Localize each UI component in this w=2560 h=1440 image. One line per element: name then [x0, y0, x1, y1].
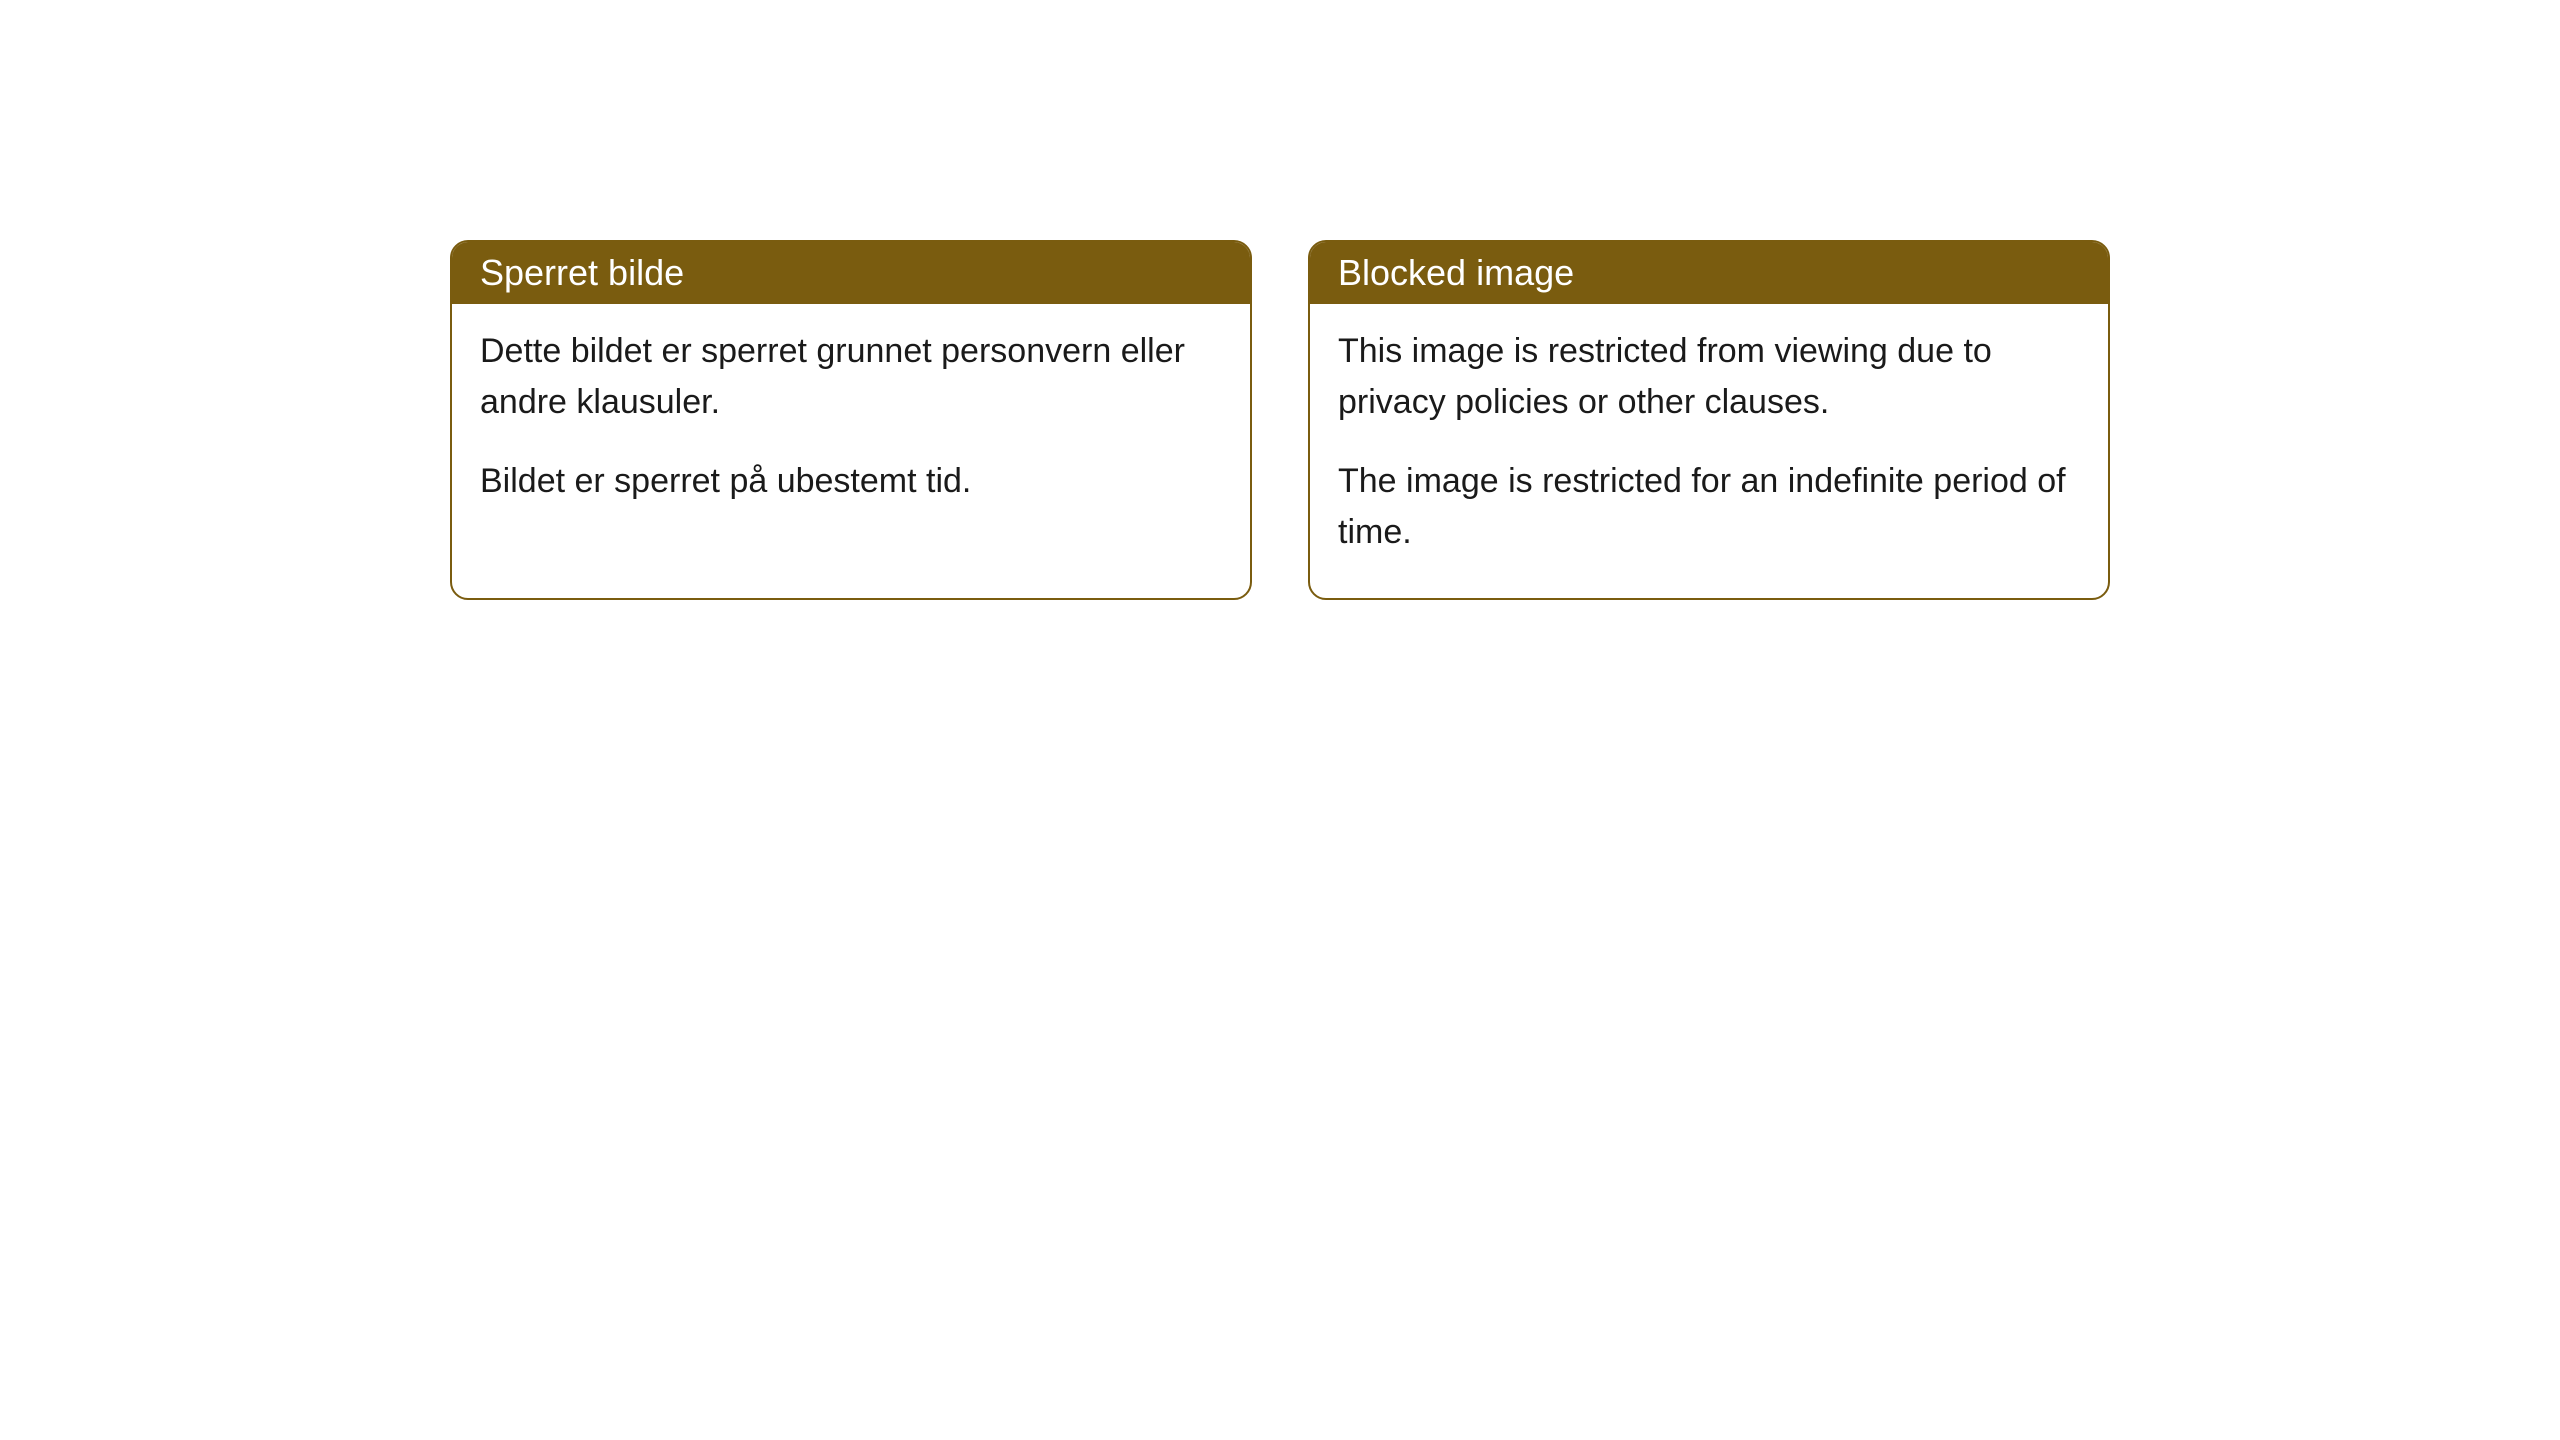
card-body: Dette bildet er sperret grunnet personve…	[452, 304, 1250, 547]
info-card-norwegian: Sperret bilde Dette bildet er sperret gr…	[450, 240, 1252, 600]
info-cards-container: Sperret bilde Dette bildet er sperret gr…	[450, 240, 2560, 600]
card-paragraph: This image is restricted from viewing du…	[1338, 326, 2080, 428]
card-paragraph: Bildet er sperret på ubestemt tid.	[480, 456, 1222, 507]
card-paragraph: Dette bildet er sperret grunnet personve…	[480, 326, 1222, 428]
card-header: Blocked image	[1310, 242, 2108, 304]
card-header: Sperret bilde	[452, 242, 1250, 304]
info-card-english: Blocked image This image is restricted f…	[1308, 240, 2110, 600]
card-body: This image is restricted from viewing du…	[1310, 304, 2108, 598]
card-paragraph: The image is restricted for an indefinit…	[1338, 456, 2080, 558]
